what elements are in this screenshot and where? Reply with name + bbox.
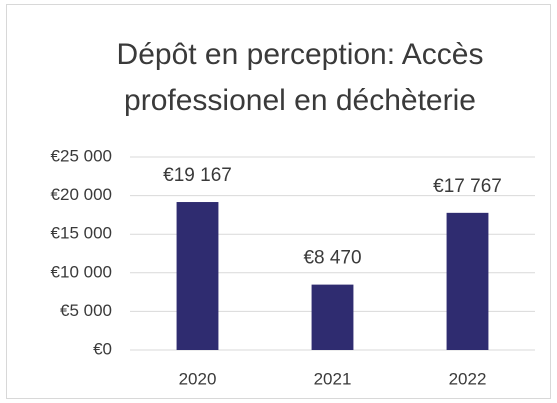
x-tick-label: 2020 <box>179 369 217 388</box>
value-label: €19 167 <box>163 165 232 186</box>
value-label: €8 470 <box>303 248 361 269</box>
y-tick-label: €25 000 <box>51 146 112 165</box>
x-tick-label: 2022 <box>449 369 487 388</box>
bar <box>311 284 354 350</box>
bar <box>176 202 219 350</box>
bar <box>446 212 489 350</box>
chart-frame <box>6 4 551 399</box>
y-tick-label: €10 000 <box>51 262 112 281</box>
value-label: €17 767 <box>433 176 502 197</box>
chart-title: Dépôt en perception: Accès professionel … <box>116 38 484 117</box>
y-tick-label: €20 000 <box>51 185 112 204</box>
y-tick-label: €0 <box>93 339 112 358</box>
x-tick-label: 2021 <box>314 369 352 388</box>
y-tick-label: €5 000 <box>60 301 112 320</box>
y-tick-label: €15 000 <box>51 224 112 243</box>
